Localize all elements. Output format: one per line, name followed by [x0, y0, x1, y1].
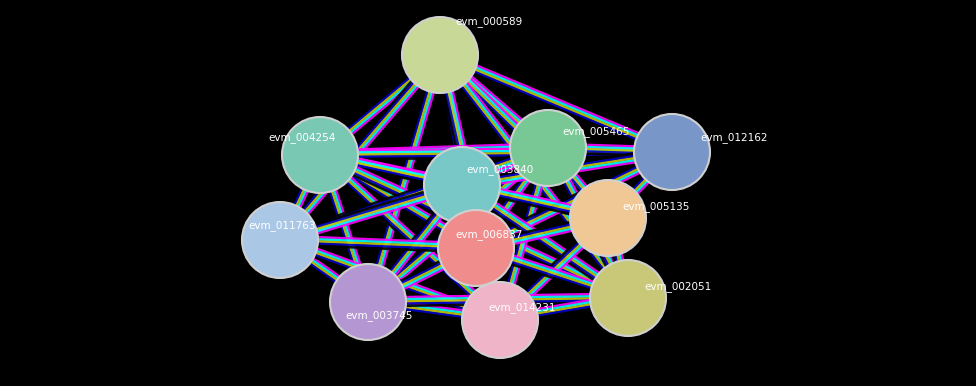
Text: evm_005465: evm_005465 — [562, 127, 630, 137]
Circle shape — [590, 260, 666, 336]
Circle shape — [330, 264, 406, 340]
Text: evm_014231: evm_014231 — [488, 303, 555, 313]
Circle shape — [570, 180, 646, 256]
Text: evm_011763: evm_011763 — [248, 220, 315, 232]
Text: evm_002051: evm_002051 — [644, 281, 712, 293]
Text: evm_005135: evm_005135 — [622, 201, 689, 212]
Circle shape — [424, 147, 500, 223]
Circle shape — [462, 282, 538, 358]
Text: evm_004254: evm_004254 — [268, 132, 336, 144]
Circle shape — [402, 17, 478, 93]
Circle shape — [282, 117, 358, 193]
Text: evm_006837: evm_006837 — [455, 230, 522, 240]
Text: evm_012162: evm_012162 — [700, 132, 767, 144]
Circle shape — [634, 114, 710, 190]
Circle shape — [510, 110, 586, 186]
Text: evm_003840: evm_003840 — [466, 164, 533, 176]
Text: evm_003745: evm_003745 — [345, 311, 413, 322]
Circle shape — [242, 202, 318, 278]
Circle shape — [438, 210, 514, 286]
Text: evm_000589: evm_000589 — [455, 17, 522, 27]
